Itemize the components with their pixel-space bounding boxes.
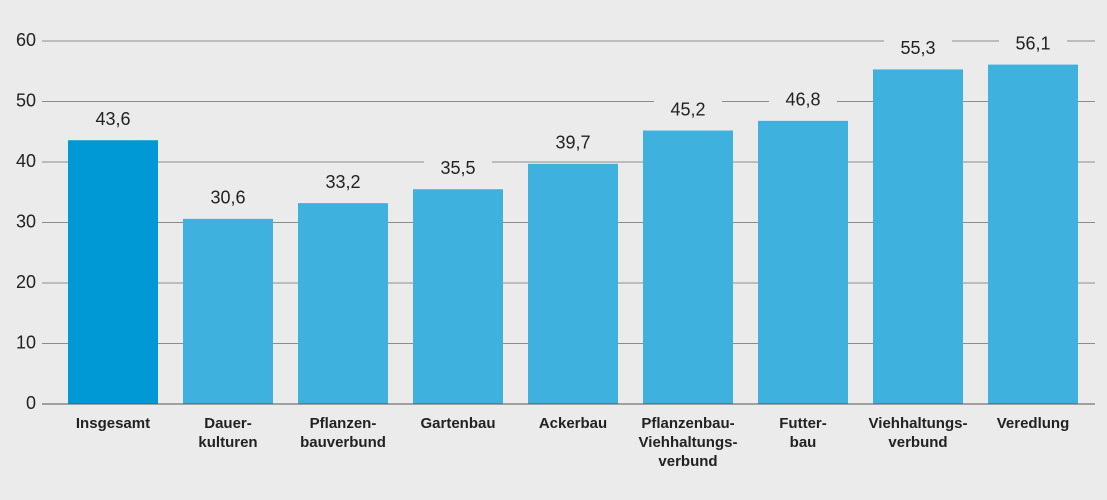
- y-tick-label: 60: [16, 30, 36, 50]
- value-label: 35,5: [440, 158, 475, 178]
- value-label-bg: [424, 157, 492, 182]
- bar: [413, 189, 503, 404]
- bar: [873, 69, 963, 404]
- value-label: 30,6: [210, 188, 245, 208]
- x-tick-label: Dauer- kulturen: [198, 415, 258, 451]
- value-label-bg: [769, 88, 837, 113]
- value-label: 33,2: [325, 172, 360, 192]
- value-label: 45,2: [670, 99, 705, 119]
- x-tick-label: Gartenbau: [420, 415, 496, 432]
- bar: [528, 163, 618, 404]
- value-label: 55,3: [900, 38, 935, 58]
- bar: [183, 218, 273, 404]
- x-tick-label: Futter- bau: [779, 415, 827, 451]
- y-tick-label: 10: [16, 332, 36, 352]
- bar: [988, 64, 1078, 404]
- value-label-bg: [79, 108, 147, 133]
- value-label: 43,6: [95, 109, 130, 129]
- y-tick-label: 40: [16, 151, 36, 171]
- value-label-bg: [884, 37, 952, 62]
- value-label-bg: [194, 186, 262, 211]
- x-tick-label: Viehhaltungs- verbund: [868, 415, 968, 451]
- value-label: 46,8: [785, 90, 820, 110]
- value-label-bg: [654, 98, 722, 123]
- value-label-bg: [539, 131, 607, 156]
- x-tick-label: Veredlung: [996, 415, 1070, 432]
- value-label-bg: [309, 171, 377, 196]
- y-tick-label: 50: [16, 90, 36, 110]
- y-tick-label: 20: [16, 272, 36, 292]
- bar: [643, 130, 733, 405]
- y-tick-label: 0: [26, 393, 36, 413]
- value-label: 56,1: [1015, 33, 1050, 53]
- value-label: 39,7: [555, 133, 590, 153]
- value-label-bg: [999, 32, 1067, 57]
- x-tick-label: Pflanzenbau- Viehhaltungs- verbund: [638, 415, 738, 470]
- x-tick-label: Ackerbau: [538, 415, 608, 432]
- bar: [758, 120, 848, 405]
- x-tick-label: Insgesamt: [75, 415, 151, 432]
- y-tick-label: 30: [16, 211, 36, 231]
- bar: [68, 140, 158, 404]
- bar: [298, 203, 388, 404]
- x-tick-label: Pflanzen- bauverbund: [300, 415, 386, 451]
